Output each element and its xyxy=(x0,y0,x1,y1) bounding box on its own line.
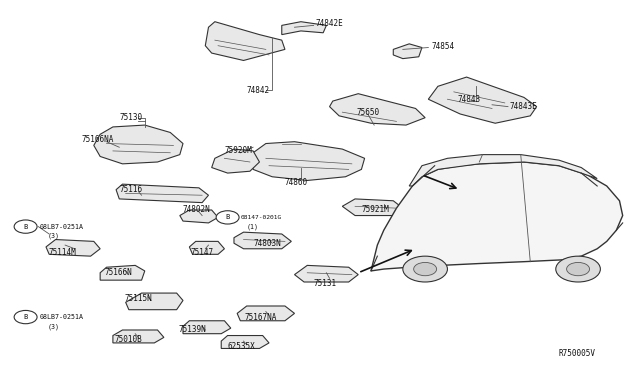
Text: B: B xyxy=(225,214,230,220)
Text: 75167NA: 75167NA xyxy=(245,312,277,321)
Text: B: B xyxy=(24,224,28,230)
Polygon shape xyxy=(394,44,422,59)
Polygon shape xyxy=(116,184,209,203)
Circle shape xyxy=(216,211,239,224)
Polygon shape xyxy=(428,77,537,123)
Polygon shape xyxy=(94,125,183,164)
Text: 75166NA: 75166NA xyxy=(81,135,113,144)
Text: 74860: 74860 xyxy=(285,178,308,187)
Polygon shape xyxy=(282,22,326,35)
Text: 74843: 74843 xyxy=(457,95,480,104)
Polygon shape xyxy=(330,94,425,125)
Text: 74854: 74854 xyxy=(431,42,454,51)
Polygon shape xyxy=(371,162,623,271)
Circle shape xyxy=(14,310,37,324)
Text: 75650: 75650 xyxy=(356,108,380,117)
Polygon shape xyxy=(205,22,285,61)
Text: 74842: 74842 xyxy=(246,86,270,94)
Text: 75147: 75147 xyxy=(191,248,214,257)
Text: 74802N: 74802N xyxy=(183,205,211,215)
Circle shape xyxy=(14,220,37,233)
Text: 75139N: 75139N xyxy=(179,326,206,334)
Text: 74842E: 74842E xyxy=(316,19,343,28)
Text: 75114M: 75114M xyxy=(49,248,76,257)
Text: (3): (3) xyxy=(47,323,60,330)
Polygon shape xyxy=(189,241,225,254)
Text: 75130: 75130 xyxy=(119,113,142,122)
Polygon shape xyxy=(113,330,164,343)
Text: R750005V: R750005V xyxy=(559,350,596,359)
Text: 75920M: 75920M xyxy=(225,147,252,155)
Text: (1): (1) xyxy=(246,223,259,230)
Polygon shape xyxy=(125,293,183,310)
Text: (3): (3) xyxy=(47,232,60,239)
Polygon shape xyxy=(342,199,403,215)
Text: 08147-0201G: 08147-0201G xyxy=(241,215,282,220)
Polygon shape xyxy=(409,155,597,186)
Polygon shape xyxy=(180,210,218,223)
Text: 75131: 75131 xyxy=(314,279,337,288)
Polygon shape xyxy=(183,321,231,334)
Polygon shape xyxy=(253,142,365,180)
Circle shape xyxy=(566,262,589,276)
Text: 75166N: 75166N xyxy=(104,268,132,277)
Polygon shape xyxy=(100,265,145,280)
Circle shape xyxy=(403,256,447,282)
Text: 08LB7-0251A: 08LB7-0251A xyxy=(40,314,84,320)
Circle shape xyxy=(413,262,436,276)
Text: 74843E: 74843E xyxy=(510,102,538,111)
Polygon shape xyxy=(221,336,269,349)
Polygon shape xyxy=(46,240,100,256)
Text: 62535X: 62535X xyxy=(228,342,255,351)
Polygon shape xyxy=(234,232,291,249)
Polygon shape xyxy=(212,149,259,173)
Polygon shape xyxy=(237,306,294,321)
Text: 75116: 75116 xyxy=(119,185,142,194)
Text: 75921M: 75921M xyxy=(362,205,389,215)
Text: 75115N: 75115N xyxy=(124,294,152,303)
Text: 08LB7-0251A: 08LB7-0251A xyxy=(40,224,84,230)
Text: 74803N: 74803N xyxy=(253,239,281,248)
Text: B: B xyxy=(24,314,28,320)
Text: 75010B: 75010B xyxy=(115,335,143,344)
Polygon shape xyxy=(294,265,358,282)
Circle shape xyxy=(556,256,600,282)
